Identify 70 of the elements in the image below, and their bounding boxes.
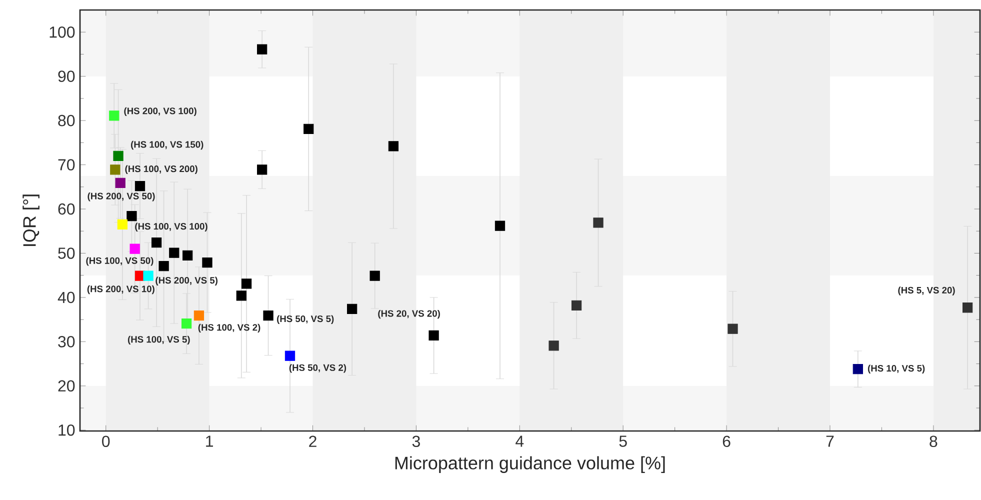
y-axis-title: IQR [°]	[22, 194, 40, 246]
point	[134, 180, 146, 192]
annotation: (HS 100, VS 50)	[86, 257, 154, 266]
point	[169, 248, 180, 258]
x-tick-label: 5	[619, 436, 627, 447]
point	[494, 220, 506, 231]
point	[109, 110, 120, 121]
point	[236, 290, 246, 301]
point	[115, 178, 126, 188]
annotation: (HS 5, VS 20)	[898, 286, 955, 296]
x-tick-label: 8	[930, 436, 938, 448]
x-axis-title: Micropattern guidance volume [%]	[395, 456, 665, 473]
point	[130, 244, 140, 254]
point	[110, 164, 120, 175]
annotation: (HS 200, VS 50)	[88, 192, 155, 202]
x-tick-label: 2	[309, 436, 316, 447]
annotation: (HS 10, VS 5)	[868, 364, 925, 374]
y-tick-label: 90	[58, 70, 75, 82]
annotation: (HS 20, VS 20)	[378, 310, 440, 319]
y-tick-label: 80	[58, 114, 75, 126]
point	[151, 238, 162, 248]
point	[370, 270, 380, 281]
point	[593, 218, 604, 228]
point	[257, 44, 268, 54]
y-tick-label: 50	[58, 248, 75, 259]
y-tick-label: 40	[58, 292, 75, 304]
point	[182, 250, 193, 261]
point	[852, 364, 863, 374]
x-tick-label: 0	[102, 436, 110, 448]
point	[388, 141, 399, 152]
annotation: (HS 200, VS 10)	[87, 285, 154, 294]
x-tick-label: 7	[826, 436, 834, 447]
y-tick-label: 20	[58, 380, 75, 392]
annotation: (HS 100, VS 5)	[128, 336, 190, 345]
annotation: (HS 50, VS 5)	[277, 315, 334, 324]
point	[181, 318, 192, 329]
point	[548, 340, 559, 351]
point	[143, 270, 154, 281]
point	[158, 260, 169, 272]
point	[304, 124, 314, 134]
annotation: (HS 100, VS 2)	[198, 324, 260, 333]
point	[202, 257, 212, 268]
point	[263, 310, 274, 321]
point	[126, 211, 137, 222]
annotation: (HS 100, VS 100)	[135, 222, 208, 232]
annotation: (HS 100, VS 150)	[131, 140, 204, 150]
y-tick-label: 60	[58, 203, 75, 215]
annotation: (HS 200, VS 100)	[124, 107, 196, 116]
x-tick-label: 1	[206, 436, 213, 447]
y-tick-label: 100	[50, 26, 75, 38]
point	[962, 302, 973, 313]
x-tick-label: 6	[722, 436, 730, 448]
annotation: (HS 100, VS 200)	[125, 165, 198, 174]
point	[117, 219, 128, 230]
x-tick-label: 3	[412, 436, 420, 448]
y-tick-label: 30	[58, 336, 75, 348]
x-tick-label: 4	[516, 436, 524, 447]
y-tick-label: 70	[58, 159, 75, 170]
annotation: (HS 200, VS 5)	[156, 276, 218, 286]
point	[571, 300, 582, 310]
annotation: (HS 50, VS 2)	[289, 364, 346, 373]
point	[284, 350, 296, 361]
point	[241, 278, 252, 289]
point	[257, 164, 268, 175]
point	[428, 330, 439, 341]
y-tick-label: 10	[58, 424, 75, 436]
point	[728, 324, 738, 334]
point	[113, 150, 124, 162]
point	[346, 304, 358, 314]
point	[194, 310, 204, 321]
